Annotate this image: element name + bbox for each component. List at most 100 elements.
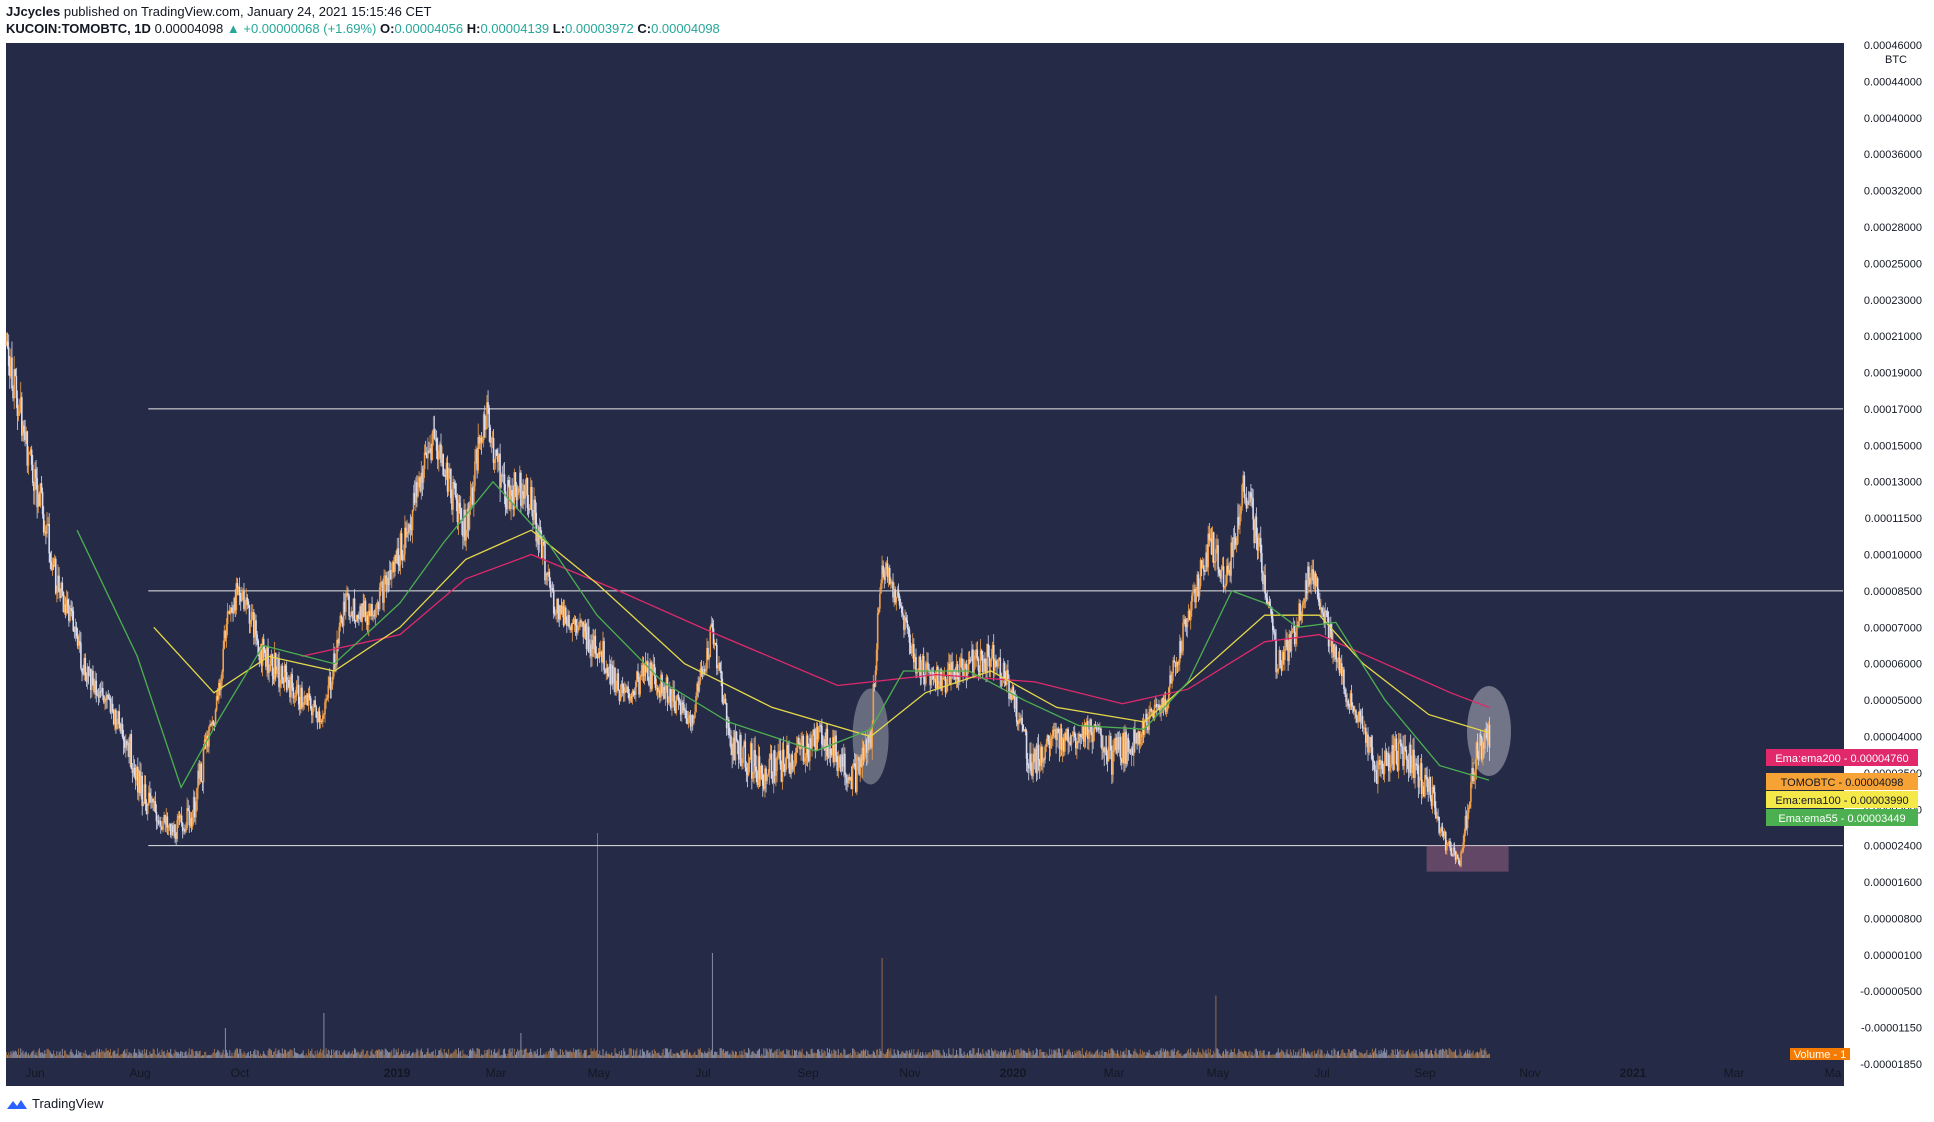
volume-bar: [887, 1049, 889, 1058]
volume-bar: [882, 1052, 884, 1058]
volume-bar: [182, 1052, 184, 1058]
volume-bar: [948, 1048, 950, 1058]
candle-body: [810, 738, 812, 749]
candle-body: [1254, 516, 1257, 544]
candle-body: [1176, 661, 1179, 665]
volume-bar: [1371, 1048, 1373, 1058]
candle-body: [1184, 619, 1187, 625]
volume-bar: [691, 1055, 693, 1058]
candle-body: [679, 702, 682, 715]
volume-bar: [1082, 1054, 1084, 1058]
volume-bar: [988, 1049, 990, 1058]
price-tick-label: 0.00036000: [1864, 149, 1922, 161]
volume-bar: [201, 1055, 203, 1058]
volume-bar: [960, 1048, 962, 1058]
volume-bar: [896, 1049, 898, 1058]
chart-plot-area[interactable]: [6, 43, 1844, 1086]
volume-bar: [1033, 1054, 1035, 1058]
candle-body: [921, 655, 924, 662]
volume-bar: [1046, 1054, 1048, 1058]
footer-brand[interactable]: TradingView: [32, 1096, 104, 1111]
volume-bar: [1401, 1054, 1403, 1058]
volume-bar: [1450, 1050, 1452, 1058]
volume-bar: [143, 1048, 145, 1058]
volume-bar: [722, 1049, 724, 1058]
candle-body: [1333, 644, 1335, 658]
volume-bar: [572, 1048, 574, 1058]
candle-body: [731, 748, 733, 755]
volume-bar: [841, 1052, 843, 1058]
candle-body: [603, 641, 605, 671]
candle-body: [1094, 724, 1097, 727]
volume-bar: [1036, 1049, 1038, 1058]
candle-body: [85, 674, 88, 682]
candle-body: [691, 715, 694, 724]
candle-body: [1347, 700, 1350, 706]
volume-bar: [894, 1053, 896, 1058]
volume-bar: [54, 1053, 56, 1058]
volume-bar: [1345, 1055, 1347, 1058]
volume-bar: [349, 1054, 351, 1058]
volume-bar: [421, 1051, 423, 1058]
candle-body: [585, 631, 588, 649]
volume-bar: [416, 1048, 418, 1058]
volume-bar: [1112, 1049, 1114, 1058]
volume-bar: [1011, 1055, 1013, 1058]
candle-body: [254, 620, 256, 638]
volume-bar: [181, 1051, 183, 1058]
candle-body: [833, 737, 835, 762]
volume-bar: [897, 1050, 899, 1058]
candle-body: [653, 664, 656, 677]
candle-body: [61, 582, 64, 592]
volume-bar: [279, 1052, 281, 1058]
volume-bar: [717, 1054, 719, 1058]
candle-body: [958, 658, 961, 681]
volume-bar: [1068, 1049, 1070, 1058]
volume-bar: [1356, 1055, 1358, 1058]
candle-body: [658, 690, 660, 693]
candle-body: [1425, 775, 1427, 777]
volume-bar: [615, 1053, 617, 1058]
candle-body: [811, 736, 813, 749]
candle-body: [826, 728, 829, 757]
volume-bar: [92, 1051, 94, 1058]
candle-body: [152, 798, 154, 803]
candle-body: [59, 591, 61, 599]
candle-body: [304, 696, 307, 698]
volume-bar: [774, 1050, 776, 1058]
volume-bar: [1448, 1048, 1450, 1058]
volume-bar: [835, 1051, 837, 1058]
price-scale[interactable]: [1844, 43, 1934, 1086]
candle-body: [1336, 659, 1339, 663]
candle-body: [1189, 610, 1192, 621]
candle-body: [434, 438, 437, 440]
volume-bar: [162, 1051, 164, 1058]
volume-bar: [438, 1050, 440, 1058]
volume-bar: [1001, 1052, 1003, 1058]
volume-bar: [171, 1054, 173, 1058]
candle-body: [248, 604, 251, 624]
volume-bar: [304, 1055, 306, 1058]
volume-bar: [693, 1053, 695, 1058]
candle-body: [29, 449, 32, 453]
volume-bar: [790, 1055, 792, 1058]
candle-body: [82, 672, 84, 674]
volume-bar: [337, 1054, 339, 1058]
candle-body: [1174, 662, 1177, 668]
price-tick-label: 0.00011500: [1865, 513, 1922, 525]
volume-bar: [1423, 1054, 1425, 1058]
volume-bar: [549, 1048, 551, 1058]
candle-body: [1375, 770, 1378, 784]
volume-bar: [165, 1052, 167, 1058]
volume-bar: [476, 1048, 478, 1058]
volume-bar: [621, 1050, 623, 1058]
candle-body: [290, 674, 292, 698]
volume-bar: [1241, 1051, 1243, 1058]
price-tick-label: 0.00007000: [1864, 622, 1922, 634]
volume-bar: [369, 1055, 371, 1058]
author[interactable]: JJcycles: [6, 4, 61, 19]
volume-bar: [594, 1051, 596, 1058]
candle-body: [789, 768, 791, 774]
volume-bar: [188, 1048, 190, 1058]
volume-bar: [678, 1053, 680, 1058]
